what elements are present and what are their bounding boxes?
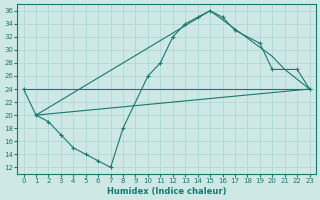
X-axis label: Humidex (Indice chaleur): Humidex (Indice chaleur) — [107, 187, 226, 196]
